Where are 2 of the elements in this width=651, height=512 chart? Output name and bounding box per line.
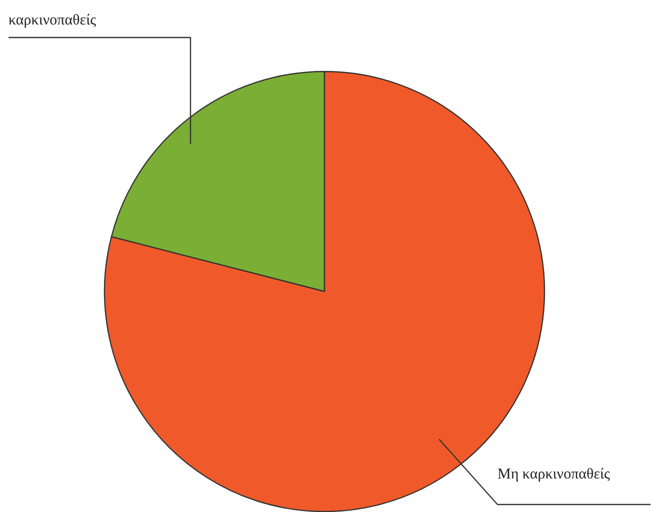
slice-label: Μη καρκινοπαθείς [498, 466, 610, 482]
slice-label: καρκινοπαθείς [8, 12, 96, 28]
